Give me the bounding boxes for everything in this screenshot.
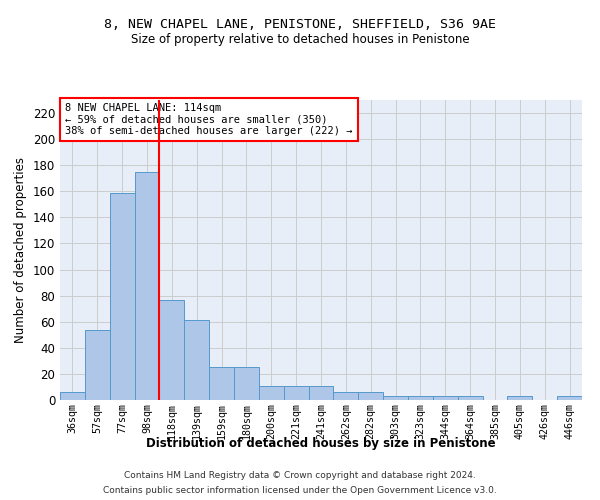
Text: Contains public sector information licensed under the Open Government Licence v3: Contains public sector information licen…	[103, 486, 497, 495]
Text: Size of property relative to detached houses in Penistone: Size of property relative to detached ho…	[131, 32, 469, 46]
Bar	[408, 396, 433, 400]
Text: 8 NEW CHAPEL LANE: 114sqm
← 59% of detached houses are smaller (350)
38% of semi: 8 NEW CHAPEL LANE: 114sqm ← 59% of detac…	[65, 103, 353, 136]
Bar	[160, 300, 184, 400]
Text: 8, NEW CHAPEL LANE, PENISTONE, SHEFFIELD, S36 9AE: 8, NEW CHAPEL LANE, PENISTONE, SHEFFIELD…	[104, 18, 496, 30]
Text: Distribution of detached houses by size in Penistone: Distribution of detached houses by size …	[146, 438, 496, 450]
Bar	[557, 396, 582, 400]
Bar	[334, 392, 358, 400]
Bar	[60, 392, 85, 400]
Bar	[85, 330, 110, 400]
Bar	[458, 396, 482, 400]
Bar	[433, 396, 458, 400]
Bar	[134, 172, 160, 400]
Bar	[259, 386, 284, 400]
Bar	[383, 396, 408, 400]
Bar	[110, 192, 134, 400]
Bar	[284, 386, 308, 400]
Bar	[358, 392, 383, 400]
Bar	[308, 386, 334, 400]
Bar	[209, 368, 234, 400]
Bar	[508, 396, 532, 400]
Bar	[184, 320, 209, 400]
Y-axis label: Number of detached properties: Number of detached properties	[14, 157, 27, 343]
Text: Contains HM Land Registry data © Crown copyright and database right 2024.: Contains HM Land Registry data © Crown c…	[124, 471, 476, 480]
Bar	[234, 368, 259, 400]
